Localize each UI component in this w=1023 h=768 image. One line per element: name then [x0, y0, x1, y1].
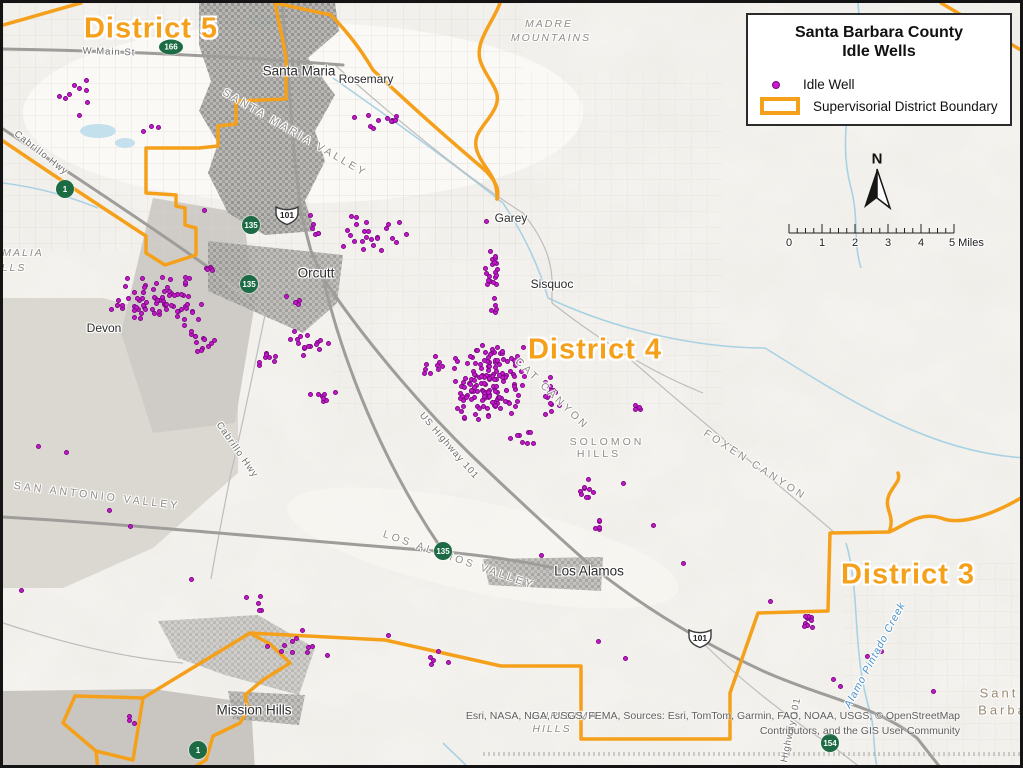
road-101-mid: [321, 276, 590, 565]
region-label: MOUNTAINS: [510, 32, 592, 44]
legend-item-idle-well: Idle Well: [803, 77, 855, 92]
state-route-shield-icon: 154: [821, 734, 839, 752]
scale-tick-label: 4: [917, 237, 925, 249]
state-route-shield-icon: 135: [242, 216, 260, 234]
legend-item-boundary: Supervisorial District Boundary: [813, 98, 998, 114]
urban-orcutt: [208, 241, 343, 333]
state-route-shield-icon: 135: [434, 542, 452, 560]
state-route-shield-icon: 1: [56, 180, 74, 198]
road-label: Cabrillo Hwy: [11, 128, 71, 178]
place-label: Santa Maria: [262, 63, 336, 79]
fine-print-strip: [483, 752, 1020, 756]
place-label: Mission Hills: [216, 702, 292, 718]
place-label: Los Alamos: [554, 563, 624, 579]
svg-text:101: 101: [280, 210, 294, 220]
region-label: HILLS: [576, 448, 622, 460]
scale-tick-label: 3: [884, 237, 892, 249]
state-route-shield-icon: 135: [240, 275, 258, 293]
place-label: Garey: [494, 211, 528, 225]
region-label: CAT CANYON: [512, 355, 592, 433]
scale-tick-label: 2: [851, 237, 859, 249]
road-los-alamos-valley: [3, 515, 561, 571]
attribution-line2: Contributors, and the GIS User Community: [759, 725, 960, 737]
minor-roads: [3, 64, 859, 765]
road-101-south: [586, 561, 941, 765]
legend-title-line2: Idle Wells: [842, 43, 916, 60]
place-label: Barba: [978, 702, 1023, 718]
region-label: SOLOMON: [569, 436, 645, 448]
creek-label: Alamo Pintado Creek: [841, 599, 909, 711]
region-label: SAN ANTONIO VALLEY: [13, 479, 181, 513]
road-main-st: [3, 47, 345, 67]
place-label: Rosemary: [338, 72, 394, 86]
region-label: HILLS: [532, 723, 572, 735]
svg-text:101: 101: [693, 633, 707, 643]
scale-end-label: 5 Miles: [949, 237, 984, 249]
labels-layer: District 5 District 4 District 3 Santa Mari…: [3, 3, 1020, 765]
place-label: Sisquoc: [530, 277, 574, 291]
region-label: SANTA MARIA VALLEY: [220, 86, 370, 180]
road-label: W Main St: [82, 45, 136, 59]
road-cabrillo: [3, 127, 210, 269]
us-route-shield-icon: 101: [273, 203, 301, 231]
region-label: PURISIMA: [531, 710, 599, 722]
attribution: Esri, NASA, NGA, USGS, FEMA, Sources: Es…: [466, 709, 960, 739]
state-route-shield-icon: 1: [189, 741, 207, 759]
terrain-layer: [3, 3, 1020, 765]
major-roads: [3, 3, 941, 765]
district-label: District 5: [83, 12, 219, 45]
north-arrow-icon: [864, 168, 892, 211]
urban-los-alamos: [483, 557, 603, 591]
scale-bar-ticks: [788, 224, 955, 234]
road-label: Cabrillo Hwy: [213, 420, 261, 480]
region-label: LOS ALAMOS VALLEY: [381, 528, 537, 592]
attribution-line1: Esri, NASA, NGA, USGS, FEMA, Sources: Es…: [465, 710, 960, 722]
scale-tick-label: 0: [785, 237, 793, 249]
region-label: LLS: [1, 262, 27, 274]
region-label: MADRE: [525, 18, 573, 30]
road-label: US Highway 101: [417, 410, 481, 482]
legend-box: Santa Barbara County Idle Wells Idle Wel…: [746, 13, 1012, 126]
place-label: Orcutt: [297, 265, 335, 281]
north-arrow-label: N: [871, 150, 883, 168]
district-boundary-marker-icon: [760, 97, 800, 115]
road-135: [321, 276, 443, 550]
idle-well-marker-icon: [772, 80, 780, 89]
region-label: FOXEN CANYON: [701, 427, 809, 503]
region-label: MALIA: [2, 247, 44, 259]
place-label: Devon: [86, 321, 122, 335]
district-label: District 4: [527, 333, 663, 366]
us-route-shield-icon: 101: [686, 626, 714, 654]
scale-tick-label: 1: [818, 237, 826, 249]
state-route-shield-icon: 166: [159, 39, 183, 55]
district-label: District 3: [840, 558, 976, 591]
place-label: Sant: [979, 685, 1019, 701]
legend-title-line1: Santa Barbara County: [794, 24, 964, 41]
